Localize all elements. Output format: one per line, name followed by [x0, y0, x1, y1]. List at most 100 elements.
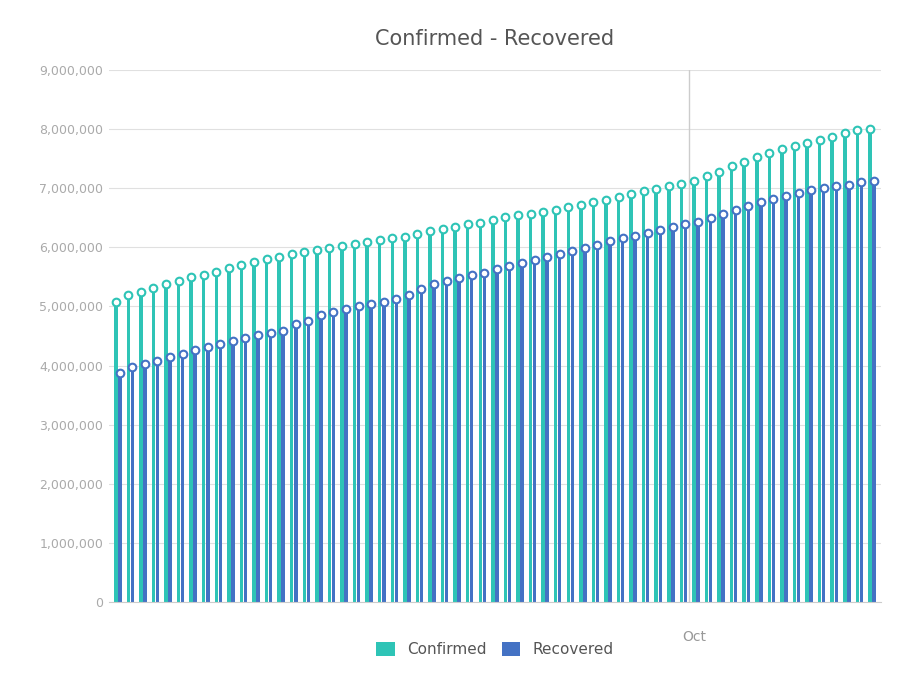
Bar	[696, 222, 700, 602]
Bar	[445, 281, 449, 602]
Bar	[658, 230, 662, 602]
Bar	[232, 342, 234, 602]
Bar	[315, 250, 319, 602]
Bar	[629, 194, 633, 602]
Bar	[743, 162, 746, 602]
Bar	[114, 302, 117, 602]
Bar	[596, 245, 599, 602]
Bar	[466, 224, 469, 602]
Bar	[717, 172, 721, 602]
Bar	[319, 315, 322, 602]
Bar	[621, 239, 625, 602]
Bar	[202, 274, 205, 602]
Bar	[164, 284, 168, 602]
Bar	[546, 257, 549, 602]
Bar	[868, 129, 872, 602]
Bar	[567, 207, 570, 602]
Legend: Confirmed, Recovered: Confirmed, Recovered	[370, 636, 619, 664]
Bar	[155, 360, 159, 602]
Bar	[353, 244, 356, 602]
Bar	[382, 302, 386, 602]
Bar	[432, 284, 436, 602]
Bar	[608, 241, 612, 602]
Bar	[759, 202, 763, 602]
Bar	[709, 218, 712, 602]
Bar	[772, 199, 775, 602]
Bar	[307, 321, 310, 602]
Bar	[780, 149, 784, 602]
Bar	[646, 232, 649, 602]
Bar	[214, 272, 218, 602]
Bar	[131, 367, 134, 602]
Bar	[181, 354, 184, 602]
Bar	[419, 288, 423, 602]
Bar	[403, 237, 407, 602]
Bar	[206, 347, 210, 602]
Bar	[252, 262, 256, 602]
Bar	[818, 140, 822, 602]
Bar	[340, 246, 344, 602]
Bar	[453, 227, 457, 602]
Bar	[831, 136, 834, 602]
Bar	[126, 295, 130, 602]
Bar	[482, 273, 486, 602]
Bar	[470, 275, 473, 602]
Bar	[822, 188, 825, 602]
Bar	[554, 209, 558, 602]
Bar	[834, 186, 838, 602]
Bar	[583, 248, 587, 602]
Bar	[785, 196, 788, 602]
Bar	[479, 223, 482, 602]
Bar	[357, 307, 360, 602]
Bar	[579, 205, 583, 602]
Bar	[177, 281, 181, 602]
Bar	[344, 309, 348, 602]
Bar	[139, 292, 143, 602]
Bar	[746, 206, 750, 602]
Bar	[634, 235, 637, 602]
Bar	[843, 133, 846, 602]
Bar	[294, 324, 298, 602]
Bar	[227, 268, 231, 602]
Bar	[269, 333, 272, 602]
Bar	[331, 312, 335, 602]
Bar	[365, 242, 369, 602]
Bar	[152, 288, 155, 602]
Bar	[734, 209, 737, 602]
Bar	[873, 181, 875, 602]
Bar	[416, 234, 419, 602]
Bar	[495, 269, 498, 602]
Bar	[721, 214, 725, 602]
Bar	[256, 335, 260, 602]
Bar	[243, 338, 247, 602]
Bar	[440, 229, 444, 602]
Bar	[118, 373, 122, 602]
Bar	[407, 295, 410, 602]
Bar	[265, 259, 269, 602]
Bar	[520, 262, 524, 602]
Bar	[541, 212, 545, 602]
Bar	[755, 157, 758, 602]
Bar	[847, 185, 851, 602]
Bar	[395, 299, 398, 602]
Bar	[617, 197, 620, 602]
Bar	[793, 146, 796, 602]
Bar	[508, 266, 511, 602]
Bar	[692, 181, 696, 602]
Bar	[378, 240, 381, 602]
Bar	[504, 217, 508, 602]
Bar	[302, 252, 306, 602]
Bar	[143, 365, 147, 602]
Bar	[642, 191, 646, 602]
Bar	[429, 231, 432, 602]
Bar	[168, 357, 172, 602]
Bar	[805, 143, 809, 602]
Bar	[281, 330, 285, 602]
Bar	[517, 216, 519, 602]
Bar	[797, 193, 800, 602]
Bar	[809, 190, 813, 602]
Text: Oct: Oct	[682, 630, 706, 644]
Bar	[290, 254, 293, 602]
Bar	[767, 153, 771, 602]
Bar	[855, 130, 859, 602]
